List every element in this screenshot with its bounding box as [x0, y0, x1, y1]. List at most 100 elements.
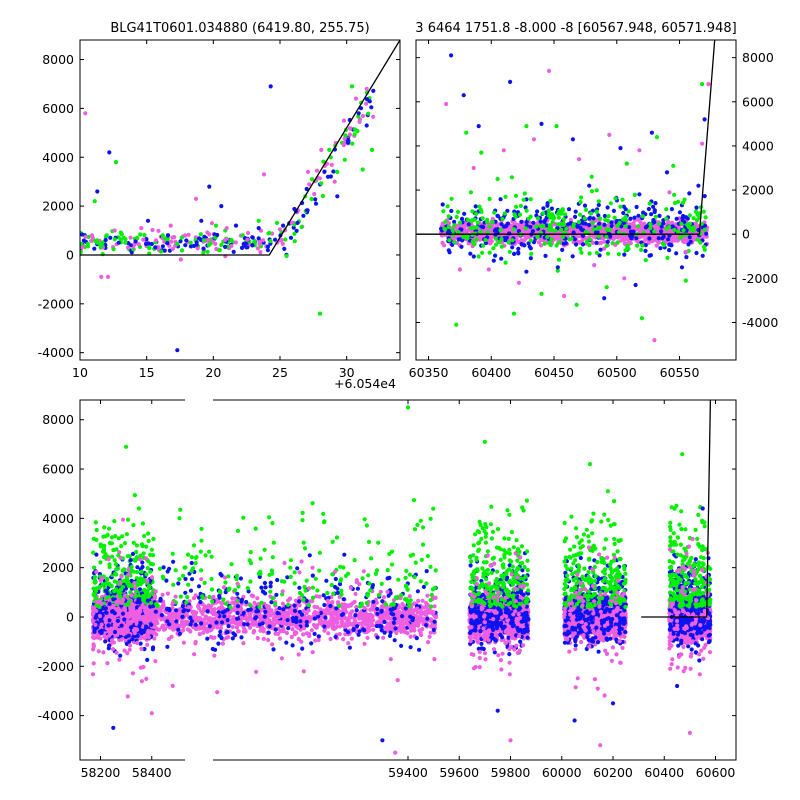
- data-point: [313, 197, 318, 202]
- data-point: [92, 580, 97, 585]
- data-point: [556, 215, 562, 220]
- data-point: [475, 220, 481, 225]
- data-point: [583, 221, 588, 226]
- data-point: [479, 209, 484, 214]
- data-point: [683, 278, 688, 283]
- data-point: [502, 211, 507, 216]
- data-point: [364, 86, 369, 91]
- data-point: [119, 232, 124, 237]
- data-point: [317, 176, 322, 181]
- data-point: [667, 248, 672, 253]
- data-point: [531, 220, 536, 225]
- y-tick-label: 8000: [742, 50, 774, 65]
- data-point: [579, 250, 584, 255]
- data-point: [480, 250, 485, 255]
- data-point: [136, 242, 141, 247]
- data-point: [319, 181, 324, 186]
- data-point: [589, 189, 595, 194]
- data-point: [594, 209, 599, 214]
- y-tick-label: 0: [742, 227, 750, 242]
- data-point: [452, 223, 457, 228]
- data-point: [493, 253, 498, 258]
- data-point: [609, 223, 614, 229]
- data-point: [110, 647, 116, 652]
- data-point: [530, 229, 536, 234]
- data-point: [704, 231, 709, 236]
- data-point: [350, 141, 355, 146]
- data-point: [128, 243, 133, 248]
- data-point: [140, 564, 145, 570]
- data-point: [631, 229, 636, 234]
- data-point: [555, 222, 561, 227]
- data-point: [101, 534, 106, 539]
- data-point: [573, 214, 578, 219]
- data-point: [543, 253, 548, 258]
- data-point: [168, 223, 173, 228]
- data-point: [618, 204, 623, 209]
- data-point: [700, 141, 705, 146]
- data-point: [119, 237, 124, 242]
- x-tick-label: 60550: [660, 365, 700, 380]
- data-point: [369, 147, 375, 152]
- data-point: [664, 170, 670, 175]
- data-point: [487, 196, 492, 201]
- panel-top-right: 60350 60400 60450 60500 60550-4000-200002000…: [409, 39, 778, 380]
- data-point: [255, 636, 260, 641]
- data-point: [98, 560, 103, 565]
- data-point: [596, 199, 602, 204]
- data-point: [671, 163, 676, 168]
- data-point: [201, 250, 206, 255]
- data-point: [578, 225, 583, 230]
- data-point: [456, 237, 461, 242]
- data-point: [147, 245, 152, 250]
- data-point: [672, 227, 677, 232]
- data-point: [107, 150, 112, 155]
- data-point: [141, 237, 146, 242]
- data-point: [656, 240, 661, 245]
- data-point: [653, 201, 658, 206]
- panel-bottom: 58200 58400 59400 59600 59800 60000 60200 60400…: [38, 398, 737, 780]
- data-point: [92, 629, 97, 634]
- data-point: [507, 231, 512, 236]
- data-point: [201, 238, 207, 243]
- data-point: [510, 245, 515, 250]
- data-point: [112, 558, 117, 563]
- data-point: [256, 226, 261, 231]
- data-point: [356, 111, 361, 116]
- data-point: [545, 203, 550, 208]
- data-point: [127, 647, 132, 652]
- data-point: [277, 636, 283, 641]
- data-point: [356, 114, 361, 119]
- data-point: [649, 130, 655, 135]
- data-point: [527, 244, 532, 249]
- data-point: [245, 230, 251, 236]
- data-point: [647, 236, 652, 241]
- data-point: [289, 221, 295, 226]
- data-point: [584, 240, 589, 245]
- data-point: [83, 234, 88, 239]
- data-point: [487, 224, 492, 229]
- data-point: [224, 226, 229, 231]
- data-point: [617, 220, 622, 225]
- data-point: [522, 243, 527, 248]
- data-point: [501, 148, 506, 153]
- data-point: [449, 208, 454, 214]
- data-point: [659, 224, 664, 229]
- data-point: [231, 249, 236, 254]
- data-point: [495, 214, 501, 219]
- data-point: [582, 203, 588, 208]
- data-point: [270, 642, 275, 647]
- data-point: [667, 190, 672, 195]
- data-point: [299, 224, 304, 230]
- data-point: [120, 534, 125, 539]
- plot-area: [80, 40, 400, 353]
- data-point: [103, 639, 108, 644]
- data-point: [207, 184, 212, 189]
- data-point: [95, 189, 100, 194]
- data-point: [500, 216, 505, 222]
- data-point: [208, 241, 213, 246]
- data-point: [696, 183, 701, 188]
- data-point: [163, 236, 168, 241]
- data-point: [674, 216, 679, 221]
- data-point: [150, 227, 155, 233]
